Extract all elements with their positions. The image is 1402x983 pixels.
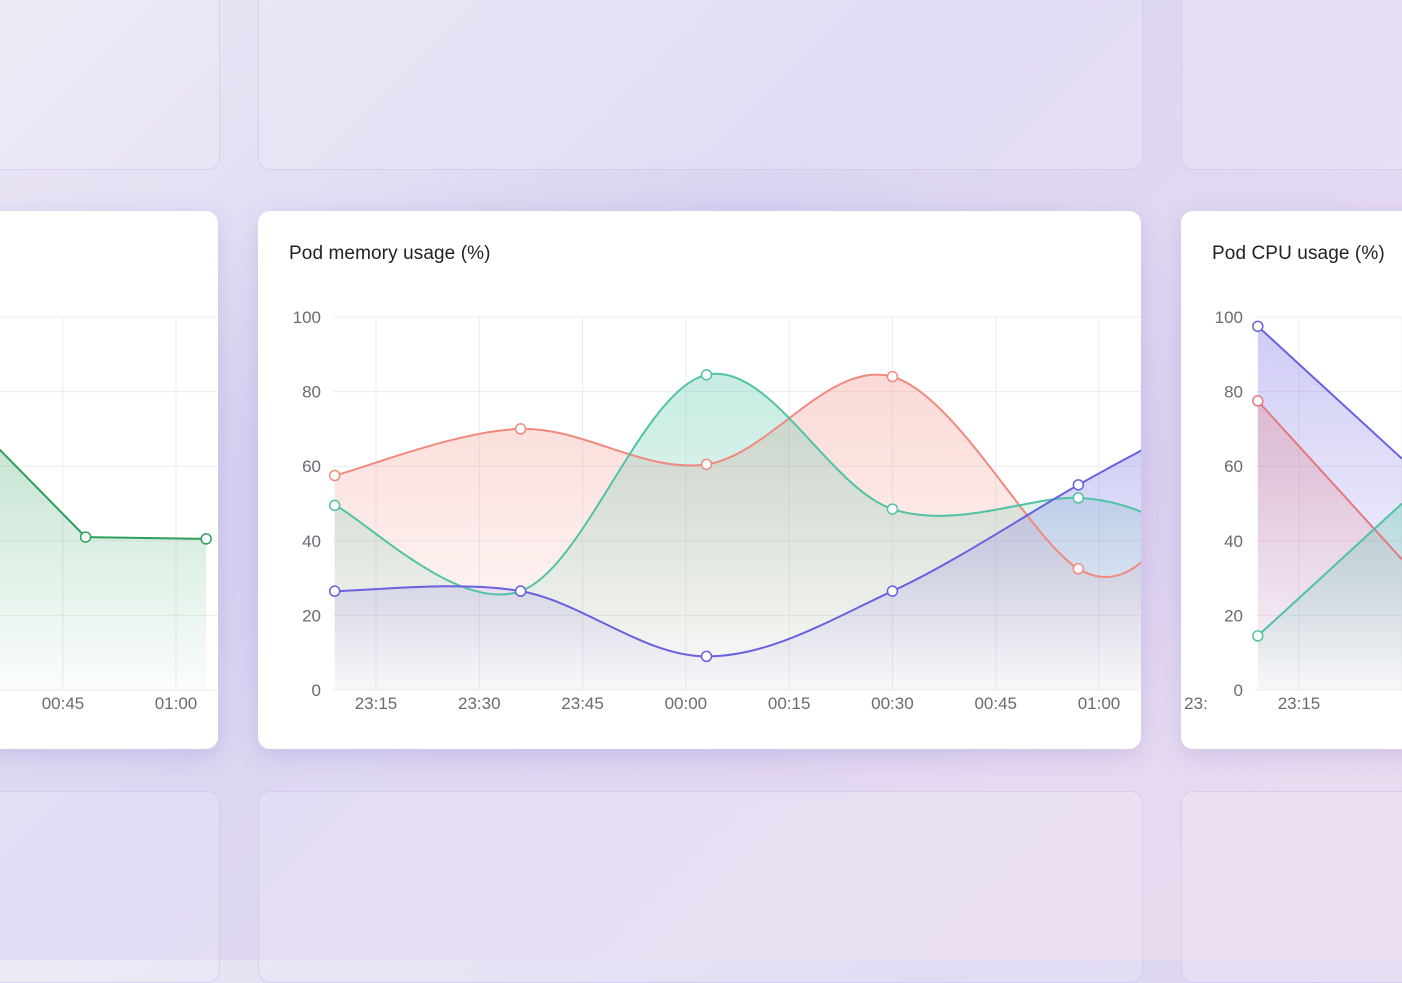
y-tick-label: 60 xyxy=(1224,457,1243,476)
data-point[interactable] xyxy=(328,585,341,597)
y-tick-label: 0 xyxy=(312,681,321,700)
ghost-card xyxy=(0,0,220,170)
data-point[interactable] xyxy=(79,531,92,543)
series-area xyxy=(334,450,1141,690)
ghost-card xyxy=(258,791,1143,983)
x-tick-label: 23: xyxy=(1184,694,1208,713)
series-area xyxy=(0,449,207,690)
x-tick-label: 23:30 xyxy=(458,694,501,713)
data-point[interactable] xyxy=(700,458,713,471)
data-point[interactable] xyxy=(514,585,527,597)
y-tick-label: 40 xyxy=(302,532,321,551)
data-point[interactable] xyxy=(1252,630,1264,642)
x-tick-label: 23:15 xyxy=(355,694,398,713)
x-tick-label: 00:30 xyxy=(871,694,914,713)
charts-canvas: 00:45 01:00 0 20 40 60 80 100 23:15 23:30 23:45 00:… xyxy=(0,308,1402,713)
x-tick-label: 01:00 xyxy=(1078,694,1121,713)
x-tick-label: 00:45 xyxy=(974,694,1017,713)
x-tick-label: 23:15 xyxy=(1278,694,1321,713)
ghost-card xyxy=(1181,791,1402,983)
x-tick-label: 00:00 xyxy=(665,694,708,713)
y-tick-label: 0 xyxy=(1234,681,1243,700)
x-tick-label: 00:15 xyxy=(768,694,811,713)
series-line xyxy=(1257,400,1402,561)
ghost-card xyxy=(0,791,220,983)
data-point[interactable] xyxy=(700,369,713,381)
y-tick-label: 80 xyxy=(302,383,321,402)
data-point[interactable] xyxy=(700,650,713,663)
y-tick-label: 20 xyxy=(1224,606,1243,625)
data-point[interactable] xyxy=(886,503,899,515)
data-point[interactable] xyxy=(328,469,341,482)
y-tick-label: 80 xyxy=(1224,383,1243,402)
ghost-card xyxy=(1181,0,1402,170)
series-area xyxy=(1257,503,1402,690)
y-tick-label: 40 xyxy=(1224,532,1243,551)
x-tick-label: 00:45 xyxy=(42,694,85,713)
data-point[interactable] xyxy=(886,585,899,597)
series-line xyxy=(1257,502,1402,637)
y-tick-label: 20 xyxy=(302,606,321,625)
data-point[interactable] xyxy=(886,370,899,383)
data-point[interactable] xyxy=(200,533,212,545)
x-tick-label: 23:45 xyxy=(561,694,604,713)
x-tick-label: 01:00 xyxy=(155,694,198,713)
ghost-card xyxy=(258,0,1143,170)
y-tick-label: 100 xyxy=(293,308,321,327)
data-point[interactable] xyxy=(328,499,341,512)
series-line xyxy=(1257,325,1402,460)
data-point[interactable] xyxy=(1252,395,1264,407)
data-point[interactable] xyxy=(1072,492,1085,504)
chart-title-cpu: Pod CPU usage (%) xyxy=(1212,243,1385,264)
chart-title-memory: Pod memory usage (%) xyxy=(289,243,491,264)
y-tick-label: 100 xyxy=(1215,308,1243,327)
y-tick-label: 60 xyxy=(302,457,321,476)
series-line xyxy=(334,372,1141,596)
data-point[interactable] xyxy=(1072,479,1085,491)
data-point[interactable] xyxy=(1072,563,1085,575)
data-point[interactable] xyxy=(514,423,527,435)
data-point[interactable] xyxy=(1252,320,1264,333)
